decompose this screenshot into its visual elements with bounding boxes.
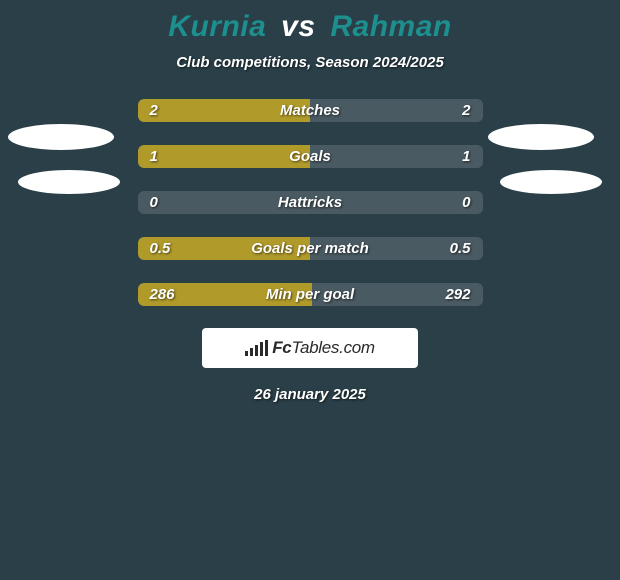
comparison-card: Kurnia vs Rahman Club competitions, Seas… <box>0 0 620 580</box>
stat-label: Goals per match <box>138 240 483 257</box>
stat-value-right: 292 <box>445 286 470 303</box>
stat-value-right: 2 <box>462 102 470 119</box>
decor-ellipse <box>8 124 114 150</box>
brand-suffix: .com <box>339 338 375 357</box>
brand-text: FcTables.com <box>272 338 375 358</box>
stat-row: 0Hattricks0 <box>138 191 483 214</box>
stat-label: Matches <box>138 102 483 119</box>
bars-icon <box>245 340 268 356</box>
stat-row: 286Min per goal292 <box>138 283 483 306</box>
stat-label: Goals <box>138 148 483 165</box>
title-vs: vs <box>281 10 315 43</box>
brand-box[interactable]: FcTables.com <box>202 328 418 368</box>
stat-row: 1Goals1 <box>138 145 483 168</box>
stat-label: Min per goal <box>138 286 483 303</box>
player2-name: Rahman <box>330 10 451 43</box>
date: 26 january 2025 <box>254 386 366 403</box>
stat-value-right: 0.5 <box>450 240 471 257</box>
brand-prefix: Fc <box>272 338 291 357</box>
player1-name: Kurnia <box>168 10 266 43</box>
decor-ellipse <box>18 170 120 194</box>
subtitle: Club competitions, Season 2024/2025 <box>176 54 444 71</box>
decor-ellipse <box>500 170 602 194</box>
stat-value-right: 1 <box>462 148 470 165</box>
stat-value-right: 0 <box>462 194 470 211</box>
stat-label: Hattricks <box>138 194 483 211</box>
brand-main: Tables <box>291 338 339 357</box>
decor-ellipse <box>488 124 594 150</box>
stat-row: 0.5Goals per match0.5 <box>138 237 483 260</box>
page-title: Kurnia vs Rahman <box>168 10 451 44</box>
stat-row: 2Matches2 <box>138 99 483 122</box>
